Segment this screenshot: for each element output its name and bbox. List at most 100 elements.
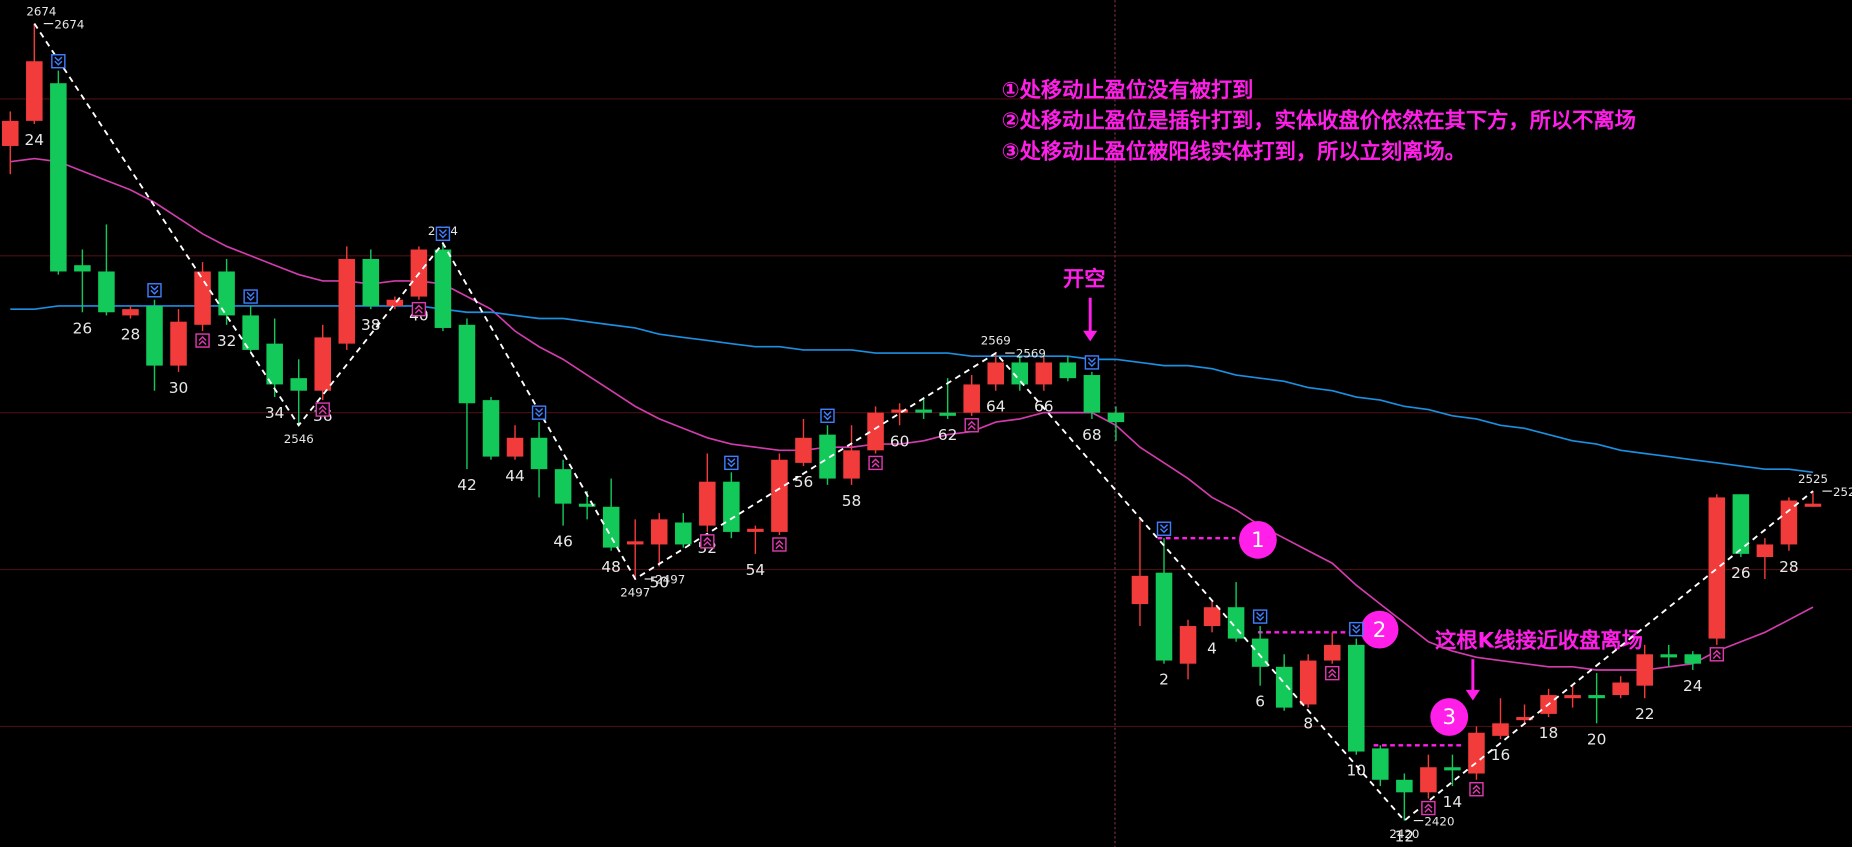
candle-label: 8 [1303,715,1313,733]
candle-body [699,481,716,526]
signal-chevron [1328,672,1337,678]
candle-body [1588,695,1605,699]
candle-label: 46 [553,533,573,551]
candle-label: 30 [169,379,189,397]
signal-chevron [775,539,784,545]
candle-body [458,324,476,404]
candle-body [987,362,1005,385]
candle-body [675,522,692,545]
candle-body [1780,500,1798,545]
candle-body [1059,362,1077,379]
extreme-pointer-label: 2674 [54,17,84,31]
candle-body [290,378,307,391]
candle-label: 22 [1635,705,1655,723]
extreme-label: 2546 [284,432,314,446]
signal-chevron [318,409,327,415]
candle-body [1107,412,1125,423]
candle-label: 56 [794,473,814,491]
sell-signal [820,408,835,423]
candle-body [915,409,932,413]
candle-body [386,299,404,306]
buy-signal [1469,782,1484,797]
candle-body [1396,779,1413,793]
candle-body [1492,723,1509,736]
stop-marker-label: 1 [1251,528,1265,553]
candle-body [1564,695,1581,699]
candle-body [218,271,235,316]
signal-chevron [438,233,447,239]
signal-chevron [1256,616,1265,622]
candle-label: 10 [1347,762,1367,780]
signal-chevron [1328,668,1337,674]
buy-signal [195,333,210,348]
buy-signal [700,534,715,549]
signal-chevron [535,408,544,414]
buy-signal [411,301,427,317]
signal-chevron [727,462,736,468]
candle-body [26,61,43,121]
candle-body [194,271,211,325]
candle-body [843,450,860,479]
extreme-pointer-label: 2420 [1424,814,1454,828]
buy-signal [1709,647,1725,662]
sell-signal [243,289,258,304]
signal-chevron [1712,653,1721,659]
signal-chevron [1159,528,1169,534]
buy-signal [868,455,883,471]
signal-chevron [1472,784,1481,790]
candle-body [506,437,524,457]
candle-body [963,384,980,413]
signal-chevron [1087,357,1096,363]
signal-chevron [823,411,832,417]
candle-label: 6 [1255,693,1265,711]
candle-body [1035,362,1053,385]
candle-body [1516,717,1533,721]
sell-signal [531,405,547,420]
candle-body [1011,362,1029,385]
signal-chevron [318,405,327,411]
candle-label: 54 [746,561,766,579]
entry-label: 开空 [1063,266,1106,292]
signal-chevron [1159,524,1169,530]
buy-signal [772,537,787,552]
candle-label: 68 [1082,426,1102,444]
candle-label: 18 [1539,724,1559,742]
extreme-label: 2525 [1798,472,1828,486]
extreme-label: 2497 [620,586,650,600]
candle-body [1083,375,1101,413]
extreme-label: 2569 [981,334,1011,348]
candle-body [795,437,812,463]
signal-chevron [967,424,976,430]
candle-body [482,400,500,457]
buy-signal [315,402,330,417]
signal-chevron [727,458,736,464]
buy-signal [1421,800,1436,816]
candle-body [122,309,139,316]
candle-body [146,305,163,366]
stop-marker-label: 3 [1442,705,1456,730]
candle-body [891,409,908,413]
signal-chevron [246,291,255,297]
candle-label: 60 [890,432,910,450]
signal-chevron [198,335,207,342]
candle-label: 26 [1731,564,1751,582]
candle-label: 50 [649,573,669,591]
candle-label: 4 [1207,639,1217,657]
signal-chevron [54,56,63,62]
candle-body [626,541,644,545]
sell-signal [51,54,66,69]
signal-chevron [54,60,63,66]
candle-body [1420,767,1437,793]
candle-body [1131,575,1149,605]
zigzag [33,23,1814,822]
candle-body [314,337,332,391]
candle-body [1251,638,1269,667]
candle-body [1348,644,1365,752]
candle-body [723,481,740,532]
sell-signal [147,283,162,298]
candle-body [50,83,67,272]
candle-body [1732,494,1750,554]
candle-body [1323,644,1341,661]
candle-label: 2 [1159,671,1169,689]
